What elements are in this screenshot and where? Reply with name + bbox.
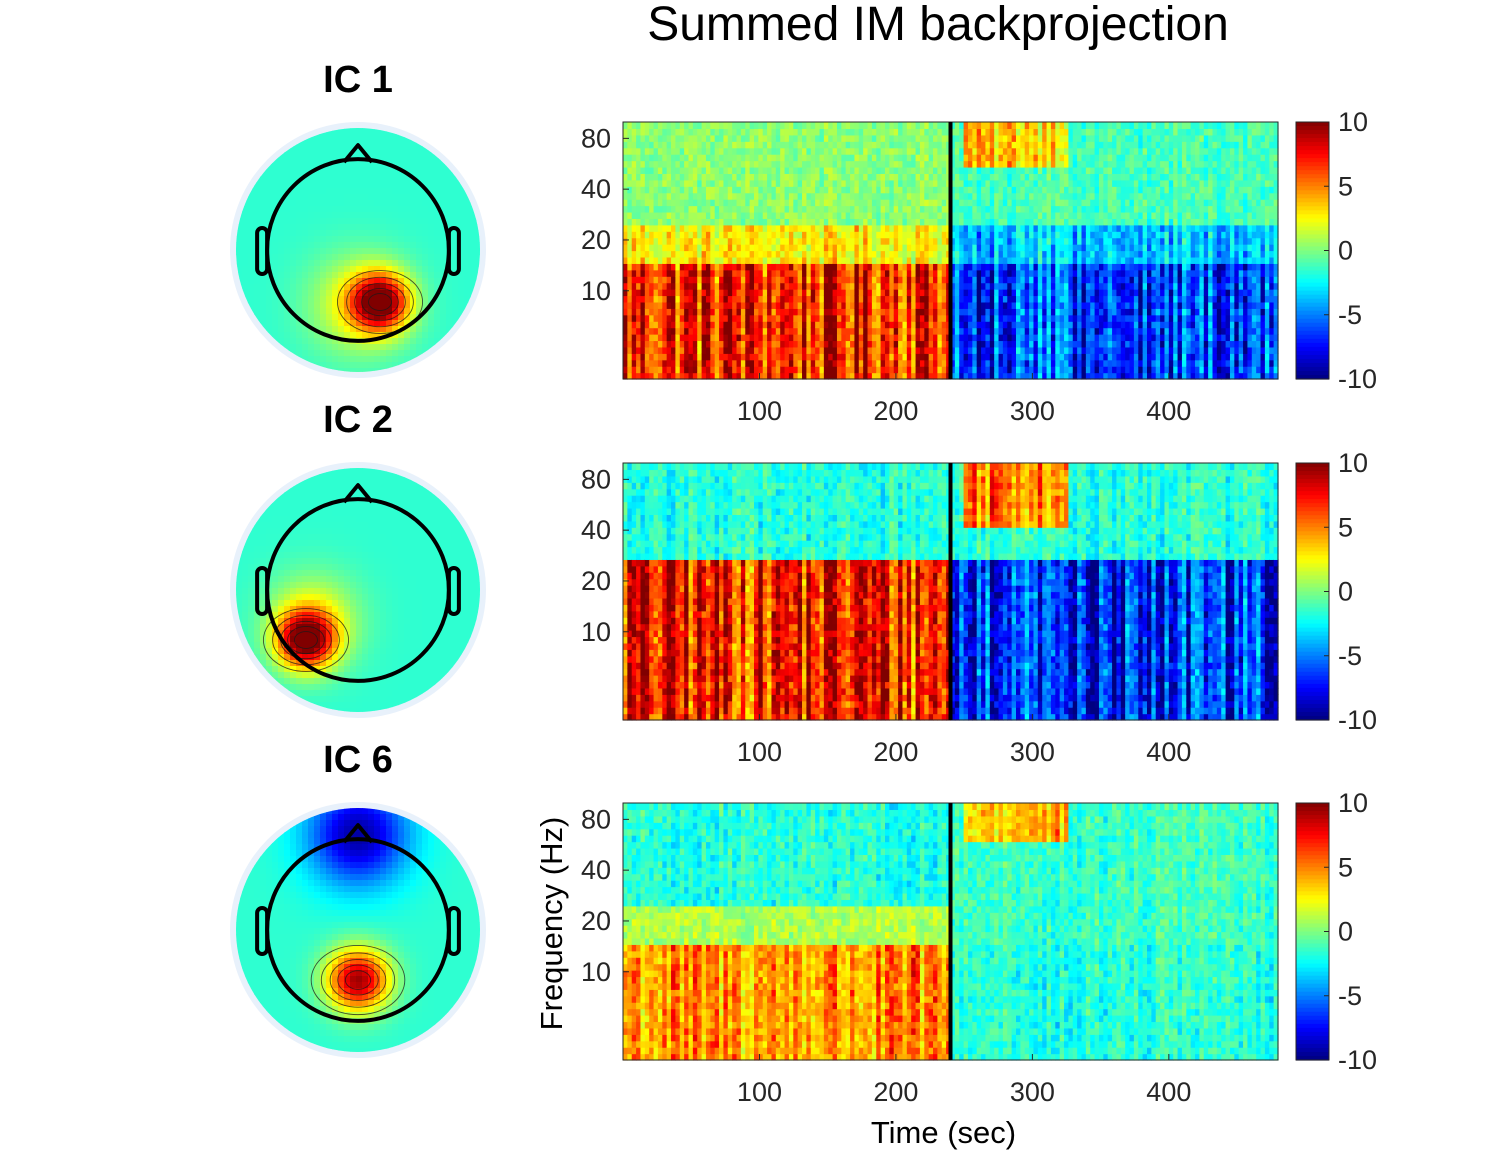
x-tick-label: 100 [737,396,782,426]
x-tick-label: 200 [873,396,918,426]
y-tick-label: 40 [581,515,611,545]
ic-title: IC 1 [323,59,393,101]
y-tick-label: 10 [581,617,611,647]
colorbar-tick-label: -10 [1338,364,1377,394]
ic1-scalp-map-icon [230,122,486,378]
y-tick-label: 80 [581,464,611,494]
colorbar-tick-label: -10 [1338,1045,1377,1075]
y-tick-label: 80 [581,804,611,834]
y-tick-label: 10 [581,957,611,987]
colorbar-tick-label: -5 [1338,981,1362,1011]
x-tick-label: 300 [1010,1077,1055,1107]
x-tick-label: 400 [1146,737,1191,767]
colorbar-tick-label: -5 [1338,300,1362,330]
y-tick-label: 40 [581,855,611,885]
colorbar-tick-label: 0 [1338,236,1353,266]
y-axis-label: Frequency (Hz) [534,817,569,1031]
x-tick-label: 300 [1010,396,1055,426]
x-tick-label: 400 [1146,396,1191,426]
colorbar-tick-label: 5 [1338,171,1353,201]
x-tick-label: 300 [1010,737,1055,767]
colorbar-tick-label: 10 [1338,448,1368,478]
colorbar-tick-label: 10 [1338,788,1368,818]
x-axis-label: Time (sec) [871,1115,1016,1150]
colorbar-tick-label: 0 [1338,917,1353,947]
ic6-scalp-map-icon [230,802,486,1058]
x-tick-label: 200 [873,737,918,767]
colorbar-tick-label: 10 [1338,107,1368,137]
y-tick-label: 20 [581,906,611,936]
x-tick-label: 200 [873,1077,918,1107]
y-tick-label: 10 [581,276,611,306]
y-tick-label: 40 [581,174,611,204]
colorbar-tick-label: -10 [1338,705,1377,735]
y-tick-label: 20 [581,225,611,255]
y-tick-label: 20 [581,566,611,596]
ic2-scalp-map-icon [230,462,486,718]
colorbar-tick-label: -5 [1338,641,1362,671]
colorbar-tick-label: 0 [1338,577,1353,607]
ic-title: IC 6 [323,739,393,781]
x-tick-label: 100 [737,1077,782,1107]
colorbar-tick-label: 5 [1338,512,1353,542]
figure-title: Summed IM backprojection [647,0,1229,51]
y-tick-label: 80 [581,123,611,153]
x-tick-label: 100 [737,737,782,767]
colorbar-tick-label: 5 [1338,852,1353,882]
x-tick-label: 400 [1146,1077,1191,1107]
ic-title: IC 2 [323,399,393,441]
